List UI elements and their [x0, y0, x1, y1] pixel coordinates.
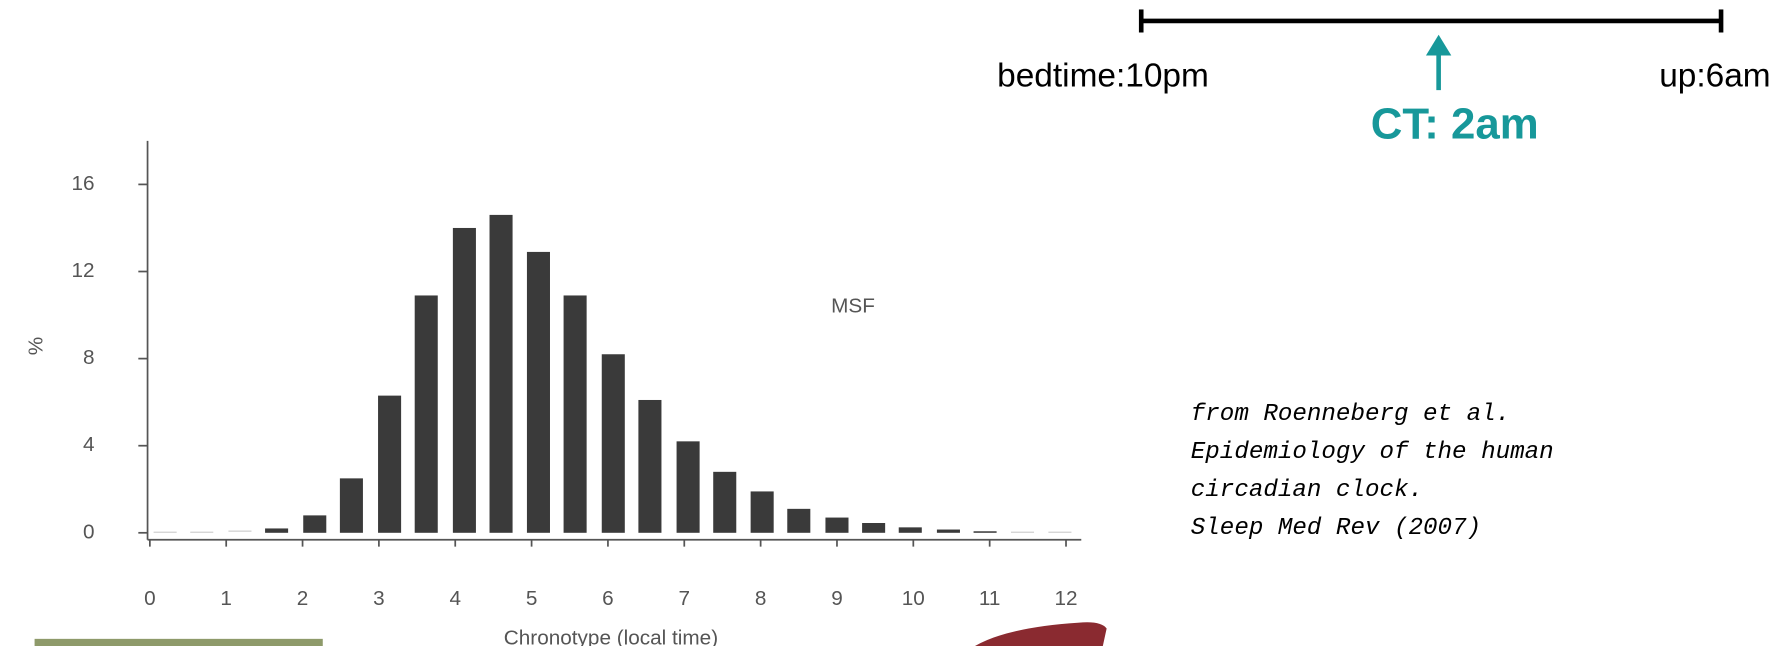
annotation: MSF: [831, 294, 875, 317]
bar: [490, 215, 513, 533]
bar: [937, 530, 960, 533]
x-tick-label: 3: [373, 587, 385, 610]
y-tick-label: 12: [71, 259, 94, 282]
bar: [974, 531, 997, 533]
timeline-start: bedtime:10pm: [997, 57, 1209, 94]
y-tick-label: 4: [83, 433, 95, 456]
photo-fragment: [35, 639, 323, 646]
x-tick-label: 7: [679, 587, 691, 610]
x-tick-label: 10: [902, 587, 925, 610]
timeline-end: up:6am: [1659, 57, 1770, 94]
photo-fragment: [963, 622, 1107, 646]
bar: [787, 509, 810, 533]
bar: [265, 528, 288, 532]
x-tick-label: 2: [297, 587, 309, 610]
bar: [751, 491, 774, 532]
y-tick-label: 16: [71, 172, 94, 195]
bar: [602, 354, 625, 533]
x-axis-label: Chronotype (local time): [504, 626, 718, 646]
bar: [899, 527, 922, 532]
x-tick-label: 5: [526, 587, 538, 610]
x-tick-label: 4: [449, 587, 461, 610]
bar: [453, 228, 476, 533]
timeline-midpoint: CT: 2am: [1371, 100, 1539, 149]
arrow-head: [1426, 35, 1451, 56]
bar: [340, 478, 363, 532]
x-tick-label: 1: [220, 587, 232, 610]
bar: [1048, 532, 1071, 533]
y-tick-label: 8: [83, 346, 95, 369]
bar: [228, 531, 251, 532]
x-tick-label: 8: [755, 587, 767, 610]
bar: [825, 518, 848, 533]
x-tick-label: 9: [831, 587, 843, 610]
bar: [713, 472, 736, 533]
bar: [677, 441, 700, 532]
citation-line: circadian clock.: [1191, 477, 1423, 504]
y-axis-label: %: [24, 337, 47, 355]
bar: [862, 523, 885, 533]
x-tick-label: 0: [144, 587, 156, 610]
bar: [1011, 532, 1034, 533]
bar: [638, 400, 661, 533]
citation-line: from Roenneberg et al.: [1191, 401, 1510, 428]
citation: from Roenneberg et al. Epidemiology of th…: [1191, 401, 1554, 542]
slide: bedtime:10pm up:6am CT: 2am from Roenneb…: [0, 0, 1781, 646]
citation-line: Epidemiology of the human: [1191, 439, 1554, 466]
bar: [527, 252, 550, 533]
bar: [303, 515, 326, 532]
x-tick-label: 6: [602, 587, 614, 610]
bar: [190, 532, 213, 533]
bar: [415, 295, 438, 532]
bar: [378, 396, 401, 533]
bar: [154, 532, 177, 533]
x-tick-label: 12: [1054, 587, 1077, 610]
x-tick-label: 11: [979, 587, 1001, 610]
bar: [564, 295, 587, 532]
y-tick-label: 0: [83, 520, 95, 543]
citation-line: Sleep Med Rev (2007): [1191, 515, 1481, 542]
